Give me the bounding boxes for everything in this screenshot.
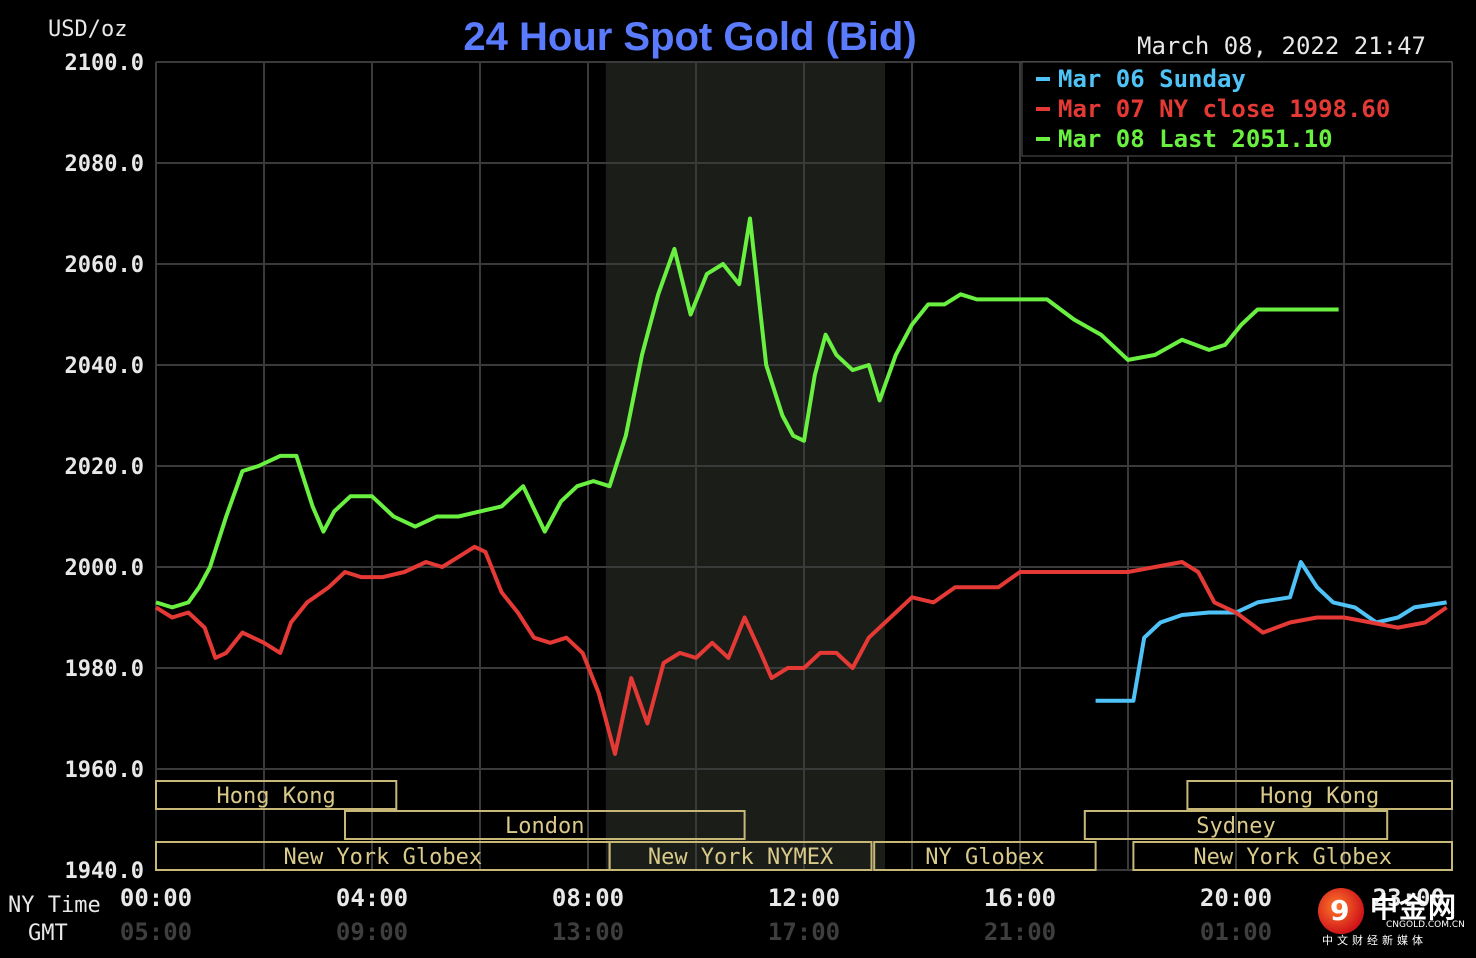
session-box (1083, 810, 1389, 840)
y-tick-label: 1960.0 (65, 758, 144, 783)
y-tick-label: 2100.0 (65, 51, 144, 76)
session-box (344, 810, 746, 840)
y-tick-label: 2040.0 (65, 354, 144, 379)
x-tick-ny: 20:00 (1200, 884, 1272, 912)
logo-url: CNGOLD.COM.CN (1386, 920, 1465, 930)
y-tick-labels: 2100.0 2080.0 2060.0 2040.0 2020.0 2000.0 1980… (65, 51, 144, 884)
logo-tagline: 中文财经新媒体 (1322, 934, 1427, 947)
session-label: New York Globex (1193, 845, 1392, 870)
x-tick-ny: 04:00 (336, 884, 408, 912)
x-tick-ny: 23:00 (1373, 884, 1445, 912)
session-label: Hong Kong (1260, 784, 1379, 809)
session-box (608, 841, 873, 871)
x-tick-ny: 00:00 (120, 884, 192, 912)
cngold-logo: 9 中金网 CNGOLD.COM.CN 中文财经新媒体 (1318, 884, 1468, 950)
x-tick-gmt: 21:00 (984, 918, 1056, 946)
session-box (1132, 841, 1454, 871)
timestamp: March 08, 2022 21:47 (1137, 32, 1426, 60)
legend-entry: Mar 06 Sunday (1058, 65, 1246, 93)
x-tick-ny: 08:00 (552, 884, 624, 912)
chart-title: 24 Hour Spot Gold (Bid) (463, 15, 916, 59)
price-series (154, 216, 1448, 756)
series-line (1095, 560, 1447, 703)
legend-box (1021, 61, 1453, 157)
session-bars: Hong Kong London New York Globex New York N… (155, 780, 1454, 871)
x-tick-gmt: 09:00 (336, 918, 408, 946)
y-tick-label: 2000.0 (65, 556, 144, 581)
x-tick-gmt: 13:00 (552, 918, 624, 946)
x-tick-ny: 16:00 (984, 884, 1056, 912)
session-box (155, 780, 398, 810)
legend-entry: Mar 07 NY close 1998.60 (1058, 95, 1390, 123)
series-line (154, 544, 1448, 756)
session-label: Sydney (1196, 814, 1275, 839)
y-tick-label: 2020.0 (65, 455, 144, 480)
logo-mark-icon: 9 (1318, 888, 1364, 934)
grid-lines (155, 61, 1453, 871)
y-tick-label: 2080.0 (65, 152, 144, 177)
session-box (1186, 780, 1454, 810)
y-unit-label: USD/oz (48, 17, 127, 42)
series-line (155, 216, 1339, 610)
y-tick-label: 1980.0 (65, 657, 144, 682)
session-label: New York Globex (283, 845, 482, 870)
y-tick-label: 1940.0 (65, 859, 144, 884)
session-label: London (505, 814, 584, 839)
x-tick-gmt: 05:00 (120, 918, 192, 946)
x-tick-labels: NY Time GMT 00:00 04:00 08:00 12:00 16:00 20:… (8, 884, 1445, 946)
x-tick-ny: 12:00 (768, 884, 840, 912)
session-box (873, 841, 1097, 871)
logo-name: 中金网 (1370, 891, 1458, 924)
y-tick-label: 2060.0 (65, 253, 144, 278)
x-label-ny: NY Time (8, 893, 101, 918)
x-tick-gmt: 01:00 (1200, 918, 1272, 946)
x-label-gmt: GMT (28, 921, 68, 946)
session-label: NY Globex (925, 845, 1044, 870)
session-label: New York NYMEX (648, 845, 834, 870)
session-label: Hong Kong (217, 784, 336, 809)
legend-entry: Mar 08 Last 2051.10 (1058, 125, 1333, 153)
x-tick-gmt: 17:00 (768, 918, 840, 946)
